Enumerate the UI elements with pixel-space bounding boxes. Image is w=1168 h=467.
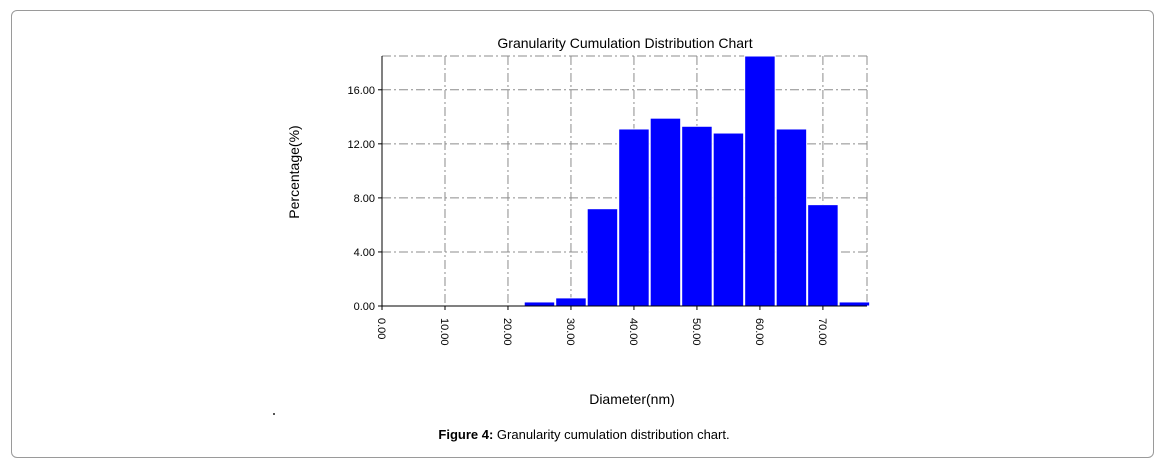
x-tick-label: 0.00 (375, 318, 387, 339)
bar (618, 128, 650, 307)
bar (838, 301, 871, 307)
x-tick-label: 60.00 (753, 318, 765, 346)
figure-caption: Figure 4: Granularity cumulation distrib… (0, 427, 1168, 442)
bar (555, 297, 587, 307)
x-axis-label: Diameter(nm) (589, 391, 675, 407)
bar (712, 132, 745, 307)
x-tick-label: 40.00 (627, 318, 639, 346)
chart-title: Granularity Cumulation Distribution Char… (497, 35, 752, 51)
y-axis-label: Percentage(%) (286, 125, 302, 218)
caption-label: Figure 4: (438, 427, 494, 442)
x-tick-label: 10.00 (438, 318, 450, 346)
stray-mark (273, 413, 275, 415)
y-tick-label: 16.00 (347, 85, 375, 97)
figure-frame (11, 10, 1154, 458)
bar (586, 208, 619, 307)
x-tick-label: 30.00 (564, 318, 576, 346)
x-tick-label: 70.00 (816, 318, 828, 346)
y-tick-label: 0.00 (354, 301, 375, 313)
y-tick-label: 4.00 (354, 247, 375, 259)
bar (807, 204, 839, 307)
x-tick-label: 20.00 (501, 318, 513, 346)
bar (775, 128, 808, 307)
bar (523, 301, 556, 307)
bar (744, 55, 776, 307)
bar (649, 117, 682, 307)
y-tick-label: 8.00 (354, 193, 375, 205)
bar (681, 125, 713, 307)
y-tick-label: 12.00 (347, 139, 375, 151)
caption-text: Granularity cumulation distribution char… (493, 427, 730, 442)
x-tick-label: 50.00 (690, 318, 702, 346)
